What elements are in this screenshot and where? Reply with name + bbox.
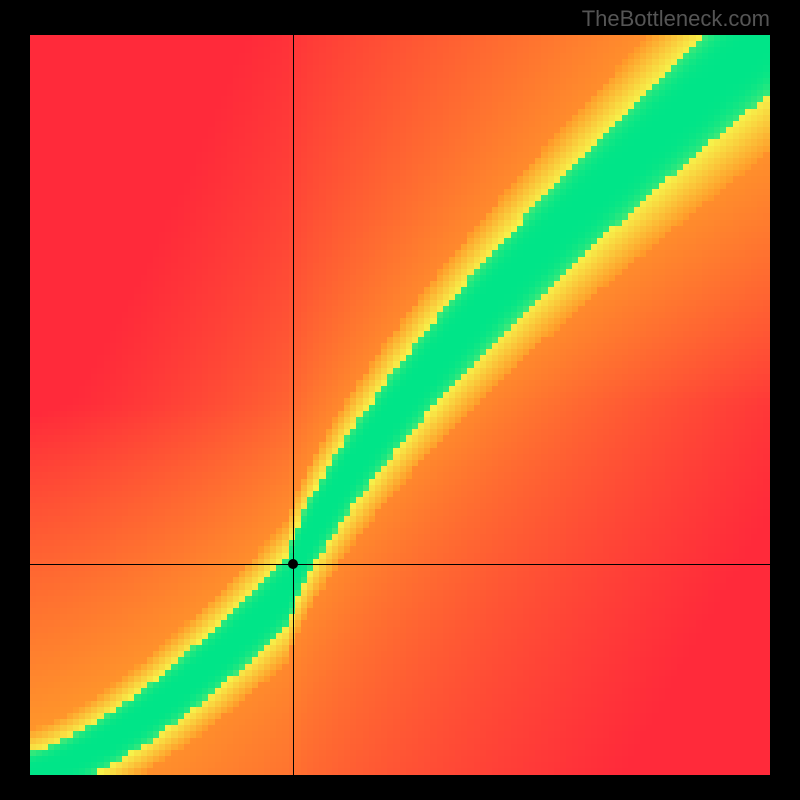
crosshair-vertical bbox=[293, 35, 294, 775]
chart-container: TheBottleneck.com bbox=[0, 0, 800, 800]
crosshair-horizontal bbox=[30, 564, 770, 565]
plot-area bbox=[30, 35, 770, 775]
marker-dot bbox=[288, 559, 298, 569]
heatmap-canvas bbox=[30, 35, 770, 775]
watermark-text: TheBottleneck.com bbox=[582, 6, 770, 32]
